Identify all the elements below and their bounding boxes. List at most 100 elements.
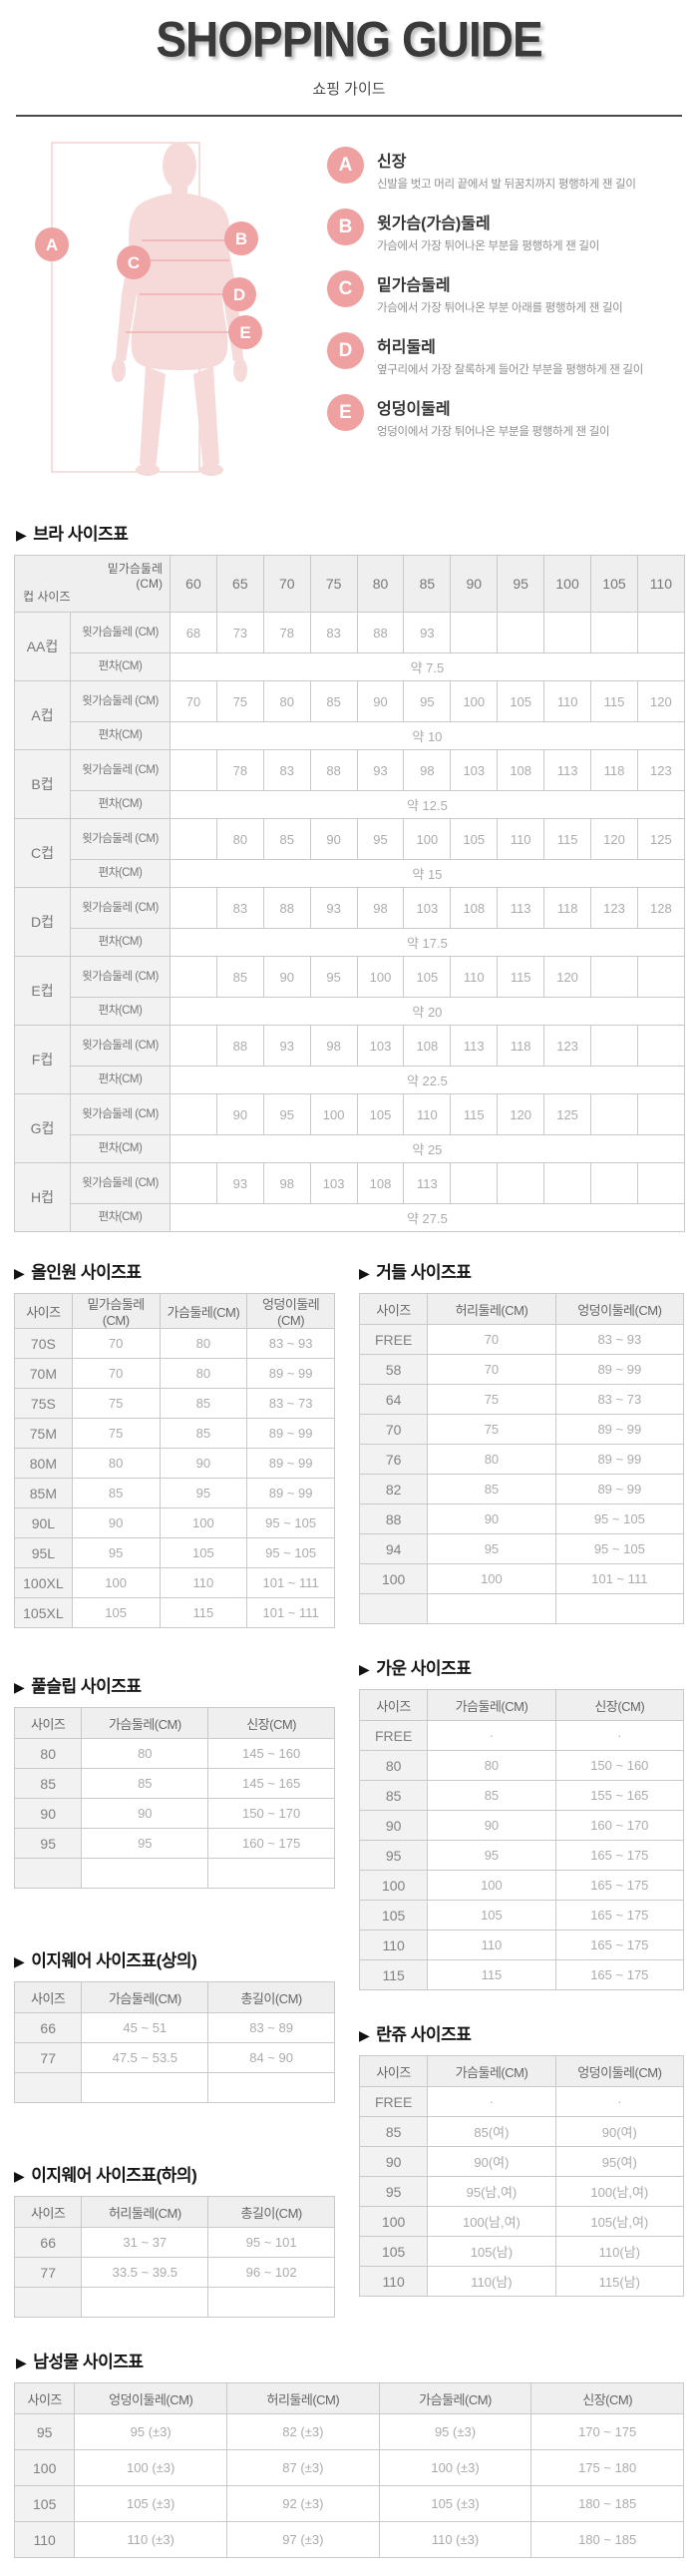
cell-value: 85 <box>71 1478 161 1508</box>
table-row: 85 85(여) 90(여) <box>358 2116 685 2147</box>
bust-value: 80 <box>215 818 264 860</box>
table-row: 100 100 165 ~ 175 <box>358 1870 685 1901</box>
cell-value: 105(남) <box>427 2236 556 2267</box>
band-size-header: 75 <box>309 555 358 613</box>
bust-value <box>590 1025 638 1067</box>
cup-deviation-row: 편차(CM) 약 7.5 <box>15 652 685 681</box>
cell-value <box>81 1858 209 1889</box>
table-row: 110 110 165 ~ 175 <box>358 1930 685 1960</box>
cell-value: 83 ~ 93 <box>554 1324 685 1355</box>
bust-value: 115 <box>450 1093 499 1135</box>
bust-value: 103 <box>450 749 499 791</box>
cell-value: 95 ~ 101 <box>207 2227 335 2258</box>
figure-label-c: C <box>128 253 140 272</box>
triangle-icon: ▶ <box>359 1661 370 1677</box>
triangle-icon: ▶ <box>16 527 27 543</box>
bust-value: 110 <box>497 818 545 860</box>
legend-title: 엉덩이둘레 <box>377 401 451 418</box>
deviation-value: 약 20 <box>170 997 685 1026</box>
cell-value: 80 <box>81 1738 209 1769</box>
cup-deviation-row: 편차(CM) 약 20 <box>15 997 685 1026</box>
bust-value: 88 <box>356 612 405 653</box>
cell-value: 95 <box>71 1537 161 1568</box>
triangle-icon: ▶ <box>359 1265 370 1281</box>
header-divider <box>16 115 682 117</box>
cell-value: 150 ~ 170 <box>207 1798 335 1829</box>
cell-value: 110 (±3) <box>378 2521 532 2558</box>
legend-item: B 윗가슴(가슴)둘레 가슴에서 가장 튀어나온 부분을 평행하게 잰 길이 <box>327 209 680 253</box>
cup-deviation-row: 편차(CM) 약 22.5 <box>15 1066 685 1094</box>
column-header: 밑가슴둘레(CM) <box>71 1293 161 1329</box>
band-size-header: 60 <box>170 555 217 613</box>
cell-value: 100 <box>427 1870 556 1901</box>
figure-label-b: B <box>235 229 247 248</box>
table-row: 80M 80 90 89 ~ 99 <box>14 1448 335 1479</box>
cup-name: G컵 <box>14 1093 71 1163</box>
table-row: 58 70 89 ~ 99 <box>358 1354 685 1385</box>
cell-value: 97 (±3) <box>226 2521 380 2558</box>
cell-value: 100 <box>427 1563 556 1594</box>
cell-value: 95 ~ 105 <box>554 1533 685 1564</box>
cell-value: 95(여) <box>554 2146 685 2177</box>
bust-value: 100 <box>450 680 499 722</box>
bust-value: 115 <box>590 680 638 722</box>
cell-value: 90 <box>159 1448 248 1479</box>
bust-value: 93 <box>262 1025 311 1067</box>
table-row: 70M 70 80 89 ~ 99 <box>14 1358 335 1389</box>
cell-value: 85 <box>159 1388 248 1419</box>
bust-value: 105 <box>403 956 452 998</box>
cell-value: 100 <box>71 1567 161 1598</box>
cup-bust-row: F컵 윗가슴둘레 (CM) 88 93 98 103 108 113 118 123 <box>14 1025 685 1094</box>
row-size-label: 95 <box>13 2413 76 2450</box>
cell-value: 89 ~ 99 <box>554 1474 685 1504</box>
row-size-label: 105XL <box>14 1597 73 1628</box>
row-label-bust: 윗가슴둘레 (CM) <box>70 887 171 929</box>
column-header: 가슴둘레(CM) <box>81 1981 209 2013</box>
legend-item: E 엉덩이둘레 엉덩이에서 가장 튀어나온 부분을 평행하게 잰 길이 <box>327 394 680 439</box>
cell-value: 83 ~ 89 <box>207 2012 335 2043</box>
section-heading-bra: ▶ 브라 사이즈표 <box>16 525 129 544</box>
section-heading-easy-top: ▶ 이지웨어 사이즈표(상의) <box>14 1951 197 1970</box>
cell-value: 85 <box>427 1780 556 1811</box>
bust-value: 90 <box>215 1093 264 1135</box>
cell-value: 180 ~ 185 <box>530 2485 684 2522</box>
corner-header-cell: 밑가슴둘레 (CM) 컵 사이즈 <box>14 555 171 613</box>
cell-value: 83 ~ 73 <box>246 1388 335 1419</box>
cup-deviation-row: 편차(CM) 약 27.5 <box>15 1203 685 1232</box>
bust-value: 105 <box>356 1093 405 1135</box>
section-heading-mens: ▶ 남성물 사이즈표 <box>16 2353 144 2371</box>
corner-label-underbust: 밑가슴둘레 (CM) <box>107 562 163 591</box>
cell-value: 95 ~ 105 <box>246 1537 335 1568</box>
cell-value: 90(여) <box>427 2146 556 2177</box>
bust-value <box>590 1093 638 1135</box>
girdle-size-table: 사이즈 허리둘레(CM) 엉덩이둘레(CM) FREE 70 83 ~ 93 58 70 89 … <box>358 1293 685 1624</box>
table-row: 75M 75 85 89 ~ 99 <box>14 1418 335 1449</box>
row-size-label: 105 <box>358 2236 429 2267</box>
cell-value: · <box>554 2086 685 2117</box>
cell-value: 150 ~ 160 <box>554 1750 685 1781</box>
row-size-label: 90 <box>13 1798 83 1829</box>
bust-value <box>636 612 685 653</box>
cup-deviation-row: 편차(CM) 약 10 <box>15 721 685 750</box>
deviation-value: 약 22.5 <box>170 1066 685 1094</box>
cell-value: 90 <box>81 1798 209 1829</box>
bust-value: 85 <box>262 818 311 860</box>
cell-value: 175 ~ 180 <box>530 2449 684 2486</box>
bust-value: 110 <box>543 680 592 722</box>
cup-bust-row: B컵 윗가슴둘레 (CM) 78 83 88 93 98 103 108 113 118 123 <box>14 749 685 819</box>
deviation-value: 약 15 <box>170 859 685 888</box>
row-size-label: 82 <box>358 1474 429 1504</box>
triangle-icon: ▶ <box>14 1679 25 1695</box>
row-size-label: 110 <box>358 2266 429 2297</box>
cup-bust-row: G컵 윗가슴둘레 (CM) 90 95 100 105 110 115 120 125 <box>14 1093 685 1163</box>
section-heading-allinone: ▶ 올인원 사이즈표 <box>14 1263 142 1282</box>
bust-value: 90 <box>309 818 358 860</box>
bra-size-table: 밑가슴둘레 (CM) 컵 사이즈 60 65 70 75 80 85 90 95 100 105 110… <box>14 555 685 1232</box>
bust-value: 120 <box>590 818 638 860</box>
row-size-label: FREE <box>358 1720 429 1751</box>
legend-item: A 신장 신발을 벗고 머리 끝에서 발 뒤꿈치까지 평행하게 잰 길이 <box>327 147 680 192</box>
bust-value: 75 <box>215 680 264 722</box>
legend-title: 윗가슴(가슴)둘레 <box>377 215 491 232</box>
cell-value: 95(남,여) <box>427 2176 556 2207</box>
size-tables-columns: ▶ 올인원 사이즈표 사이즈 밑가슴둘레(CM) 가슴둘레(CM) 엉덩이둘레(CM) 7… <box>0 1232 698 2318</box>
